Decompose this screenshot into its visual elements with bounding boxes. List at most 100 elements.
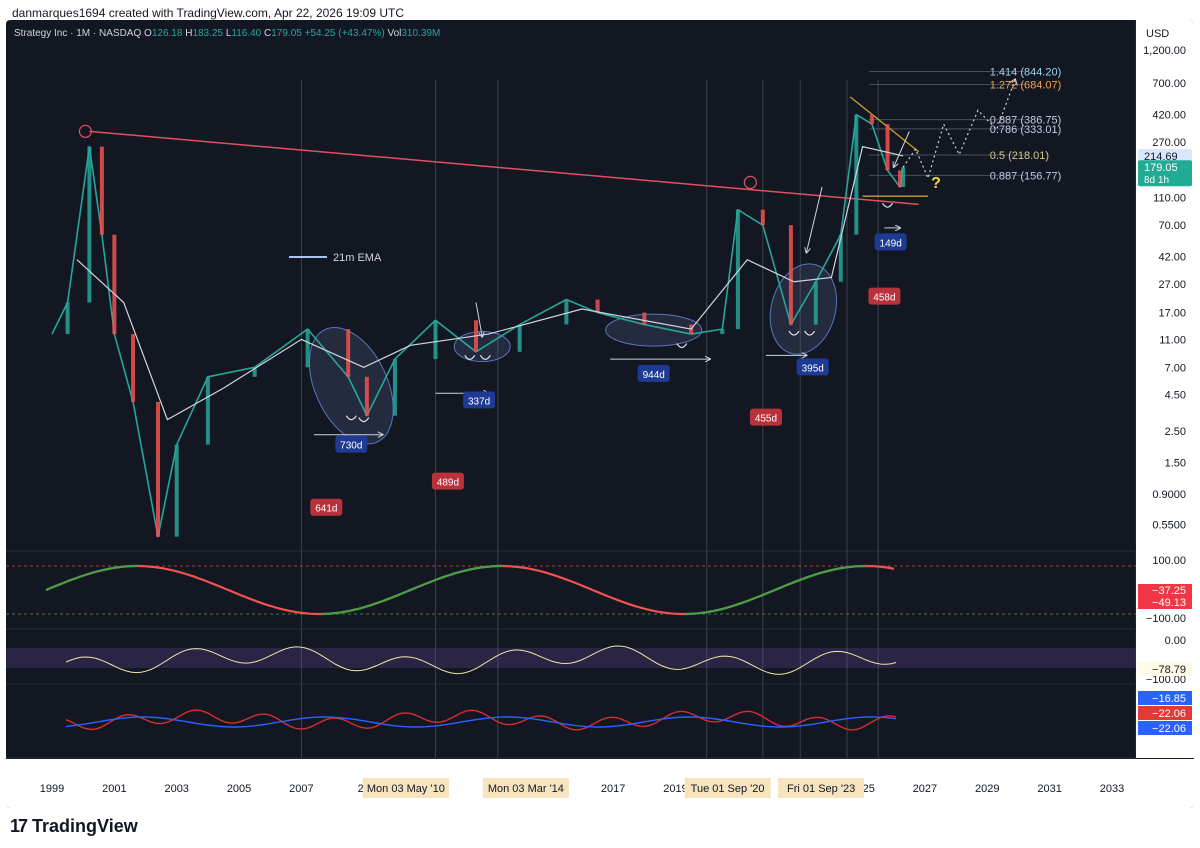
- projection-path: [902, 78, 1016, 180]
- crosshair-date-tag: [362, 778, 449, 798]
- tradingview-logo-icon: 17: [10, 816, 28, 836]
- price-axis-tick: 17.00: [1158, 308, 1186, 320]
- time-axis-tick: 2033: [1100, 783, 1124, 795]
- osc3-value-tag: [1138, 706, 1192, 720]
- osc2-line: [65, 645, 897, 675]
- fib-level-label: 0.887 (156.77): [990, 170, 1062, 182]
- osc1-value-tag: [1138, 596, 1192, 609]
- crosshair-date-label: Fri 01 Sep '23: [787, 783, 855, 795]
- price-axis-tick: 420.00: [1152, 110, 1186, 122]
- price-axis-tick: 110.00: [1153, 192, 1186, 204]
- currency-label: USD: [1146, 28, 1169, 40]
- legend-vol: 310.39M: [401, 28, 440, 39]
- osc1-tick: 100.00: [1152, 555, 1186, 567]
- legend-low-label: L: [226, 28, 232, 39]
- price-tag: [1138, 160, 1192, 187]
- chart-canvas[interactable]: 1,200.00 700.00 420.00 270.00 110.00 70.00 42.…: [6, 20, 1194, 808]
- time-axis-tick: 2003: [164, 783, 188, 795]
- osc3-value-tag: [1138, 691, 1192, 705]
- price-axis-tick: 27.00: [1158, 279, 1186, 291]
- duration-badge: [431, 472, 464, 490]
- pointer-arrow: [806, 186, 823, 252]
- duration-badge-label: 458d: [873, 293, 895, 304]
- price-candle: [869, 114, 874, 125]
- price-candle: [433, 320, 438, 360]
- osc1-tick: −100.00: [1146, 613, 1186, 625]
- chart-frame[interactable]: 1,200.00 700.00 420.00 270.00 110.00 70.00 42.…: [6, 20, 1194, 808]
- brand-name: TradingView: [32, 816, 138, 836]
- price-candle: [87, 146, 92, 303]
- osc1-value-label: −37.25: [1152, 585, 1186, 597]
- time-axis-tick: 2007: [289, 783, 313, 795]
- price-axis-tick: 0.5500: [1152, 519, 1186, 531]
- time-axis-tick: 2019: [663, 783, 687, 795]
- time-axis-tick: 1999: [40, 783, 64, 795]
- duration-badge-label: 489d: [437, 478, 459, 489]
- descending-trendline: [849, 96, 920, 153]
- legend-close: 179.05: [271, 28, 302, 39]
- base-ellipse: [769, 263, 837, 355]
- price-candle: [564, 299, 569, 325]
- price-tag-label: 179.05: [1144, 162, 1178, 174]
- header-credit: danmarques1694 created with TradingView.…: [12, 6, 405, 20]
- fib-level-label: 1.272 (684.07): [990, 79, 1062, 91]
- osc3-value-label: −22.06: [1152, 708, 1186, 720]
- duration-badge: [335, 435, 368, 453]
- duration-badge-label: 337d: [468, 396, 490, 407]
- long-trendline: [89, 130, 919, 206]
- osc2-tick: 0.00: [1165, 635, 1186, 647]
- price-candle: [131, 334, 136, 402]
- price-candle: [252, 367, 257, 377]
- price-candle: [901, 167, 906, 187]
- price-axis-bg: [1136, 20, 1194, 758]
- duration-badge-label: 641d: [315, 504, 337, 515]
- price-candle: [813, 281, 818, 325]
- price-axis-tick: 270.00: [1152, 137, 1186, 149]
- price-axis-tick: 11.00: [1159, 334, 1186, 346]
- price-tag-countdown: 8d 1h: [1144, 175, 1169, 186]
- bottom-smile-mark: [804, 330, 816, 336]
- osc1-line: [45, 564, 895, 616]
- bottom-smile-mark: [788, 330, 800, 336]
- bottom-smile-mark: [676, 343, 688, 349]
- bottom-smile-mark: [882, 202, 894, 208]
- price-candle: [112, 234, 117, 335]
- crosshair-date-label: Tue 01 Sep '20: [691, 783, 765, 795]
- osc2-value-tag: [1138, 662, 1192, 676]
- price-candle: [788, 225, 793, 325]
- price-axis-tick: 42.00: [1158, 252, 1186, 264]
- time-axis-tick: 2029: [975, 783, 999, 795]
- crosshair-date-tag: [778, 778, 865, 798]
- trendline-touch-circle: [743, 175, 757, 189]
- duration-badge: [463, 391, 496, 409]
- osc1-value-tag: [1138, 584, 1192, 597]
- brand: 17 TradingView: [10, 816, 138, 837]
- duration-badge: [874, 233, 907, 251]
- duration-badge: [796, 358, 829, 376]
- osc3-blue-line: [65, 716, 897, 728]
- pointer-arrow: [475, 302, 482, 337]
- price-candle: [174, 444, 179, 537]
- crosshair-date-label: Mon 03 May '10: [367, 783, 445, 795]
- ema-legend-label: 21m EMA: [333, 252, 382, 264]
- price-candle: [65, 302, 70, 335]
- duration-badge-label: 730d: [340, 441, 362, 452]
- price-candle: [205, 376, 210, 445]
- price-axis-tick: 70.00: [1158, 220, 1186, 232]
- question-mark: ?: [931, 175, 941, 192]
- projection-arrow-head: [1009, 77, 1018, 86]
- bottom-smile-mark: [358, 417, 370, 423]
- price-candle: [595, 299, 600, 313]
- osc3-value-label: −16.85: [1152, 693, 1186, 705]
- duration-badge-label: 395d: [802, 363, 824, 374]
- fib-level-label: 0.786 (333.01): [990, 124, 1062, 136]
- price-candle: [642, 312, 647, 325]
- legend-high-label: H: [185, 28, 192, 39]
- price-candle: [838, 234, 843, 282]
- price-axis-tick: 2.50: [1165, 426, 1186, 438]
- bottom-smile-mark: [464, 355, 476, 360]
- legend-high: 183.25: [192, 28, 223, 39]
- osc1-rising-segments: [45, 564, 867, 616]
- price-candle: [760, 209, 765, 226]
- duration-badge: [310, 498, 343, 516]
